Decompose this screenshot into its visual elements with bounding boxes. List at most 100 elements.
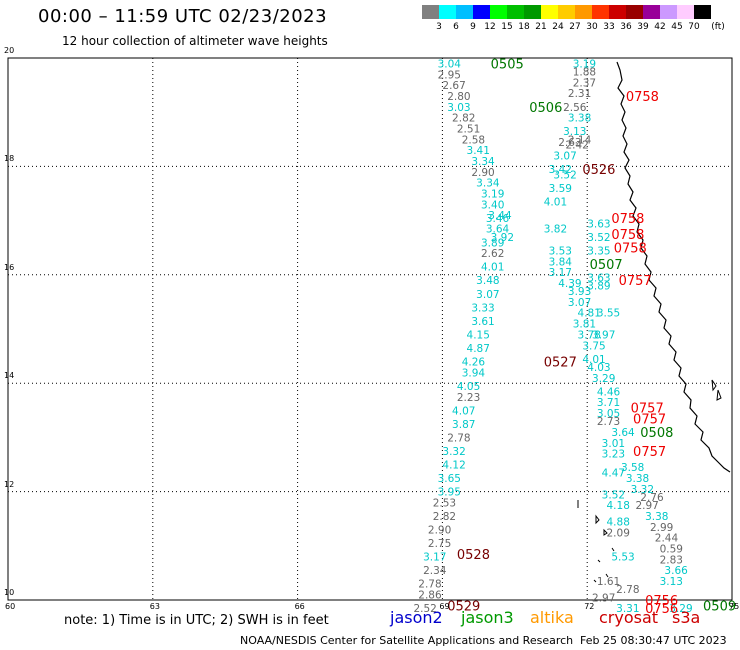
- colorbar-swatch: [524, 5, 541, 19]
- wave-height-value: 3.38: [568, 113, 591, 125]
- pass-time-labels: 0505050607580526075807580758050707570527…: [447, 57, 736, 617]
- wave-height-value: 3.13: [660, 576, 683, 588]
- longitude-tick-label: 60: [5, 602, 16, 611]
- wave-height-value: 3.84: [549, 256, 573, 268]
- wave-height-value: 2.23: [457, 392, 480, 404]
- map-grid: [8, 58, 732, 600]
- pass-time-label: 0528: [457, 548, 490, 563]
- wave-height-value: 2.31: [568, 88, 591, 100]
- wave-height-value: 3.38: [626, 473, 649, 485]
- legend-jason2: jason2: [390, 608, 443, 627]
- pass-time-label: 0756: [645, 594, 678, 609]
- wave-height-value: 3.31: [616, 603, 639, 615]
- wave-height-value: 3.48: [476, 275, 499, 287]
- wave-height-value: 2.78: [418, 579, 441, 591]
- colorbar-label: 3: [436, 22, 442, 32]
- colorbar-swatch: [473, 5, 490, 19]
- wave-height-value: 3.32: [631, 484, 654, 496]
- wave-height-value: 3.64: [611, 427, 635, 439]
- wave-height-value: 2.95: [438, 69, 461, 81]
- wave-height-value: 3.87: [452, 419, 475, 431]
- wave-height-value: 0.59: [660, 544, 683, 556]
- colorbar-label: 6: [453, 22, 459, 32]
- wave-height-value: 2.56: [563, 102, 587, 114]
- pass-time-label: 0529: [447, 599, 480, 614]
- colorbar-swatch: [558, 5, 575, 19]
- wave-height-value: 2.99: [650, 522, 673, 534]
- wave-height-value: 3.92: [491, 232, 514, 244]
- latitude-tick-label: 16: [4, 262, 15, 272]
- legend-s3a: s3a: [672, 608, 701, 627]
- colorbar-swatch: [592, 5, 609, 19]
- colorbar-label: 24: [552, 22, 564, 32]
- wave-height-value: 3.52: [553, 170, 576, 182]
- wave-height-value: 1.61: [597, 576, 620, 588]
- wave-height-value: 3.66: [664, 565, 688, 577]
- wave-height-value: 3.46: [486, 213, 510, 225]
- wave-height-value: 4.18: [607, 500, 630, 512]
- wave-height-value: 3.93: [568, 286, 591, 298]
- longitude-tick-label: 72: [584, 602, 595, 611]
- wave-height-value: 2.53: [433, 497, 456, 509]
- wave-height-value: 4.46: [597, 386, 621, 398]
- wave-height-value: 3.17: [423, 552, 446, 564]
- wave-height-value: 1.88: [573, 67, 596, 79]
- wave-height-value: 2.90: [471, 167, 494, 179]
- wave-height-value: 2.80: [447, 91, 470, 103]
- wave-height-value: 3.89: [587, 281, 610, 293]
- wave-height-value: 3.42: [549, 164, 572, 176]
- colorbar-swatch: [422, 5, 439, 19]
- wave-height-value: 3.65: [438, 473, 461, 485]
- wave-height-value: 3.52: [587, 232, 610, 244]
- wave-height-value: 3.33: [471, 302, 494, 314]
- latitude-tick-label: 18: [4, 154, 15, 164]
- wave-height-value: 2.34: [423, 565, 447, 577]
- colorbar-swatch: [575, 5, 592, 19]
- colorbar-swatch: [643, 5, 660, 19]
- wave-height-value: 3.78: [578, 329, 601, 341]
- wave-height-value: 3.40: [481, 199, 504, 211]
- longitude-tick-label: 69: [439, 602, 450, 611]
- colorbar-swatch: [609, 5, 626, 19]
- colorbar-swatch: [660, 5, 677, 19]
- wave-height-value: 3.29: [592, 373, 615, 385]
- wave-height-value: 3.95: [438, 487, 461, 499]
- colorbar-label: 33: [603, 22, 615, 32]
- wave-height-value: 2.82: [452, 113, 475, 125]
- wave-height-value: 3.75: [582, 340, 605, 352]
- wave-height-value: 4.39: [558, 278, 581, 290]
- wave-height-value: 3.52: [602, 489, 625, 501]
- pass-time-label: 0756: [645, 602, 678, 617]
- wave-height-value: 3.55: [597, 308, 620, 320]
- colorbar-label: 45: [671, 22, 683, 32]
- pass-time-label: 0757: [633, 445, 666, 460]
- wave-height-value: 3.07: [568, 297, 591, 309]
- wave-height-value: 2.97: [635, 500, 658, 512]
- wave-height-value: 4.81: [578, 308, 601, 320]
- wave-height-value: 2.44: [655, 533, 679, 545]
- wave-height-value: 2.62: [481, 248, 504, 260]
- wave-height-value: 3.53: [549, 245, 572, 257]
- pass-time-label: 0509: [703, 599, 736, 614]
- wave-height-value: 2.78: [447, 432, 470, 444]
- colorbar-swatch: [541, 5, 558, 19]
- colorbar-swatch: [456, 5, 473, 19]
- wave-height-value: 4.87: [467, 343, 490, 355]
- lakshadweep-islands: [577, 500, 615, 583]
- wave-height-value: 3.13: [563, 126, 586, 138]
- pass-time-label: 0507: [590, 258, 623, 273]
- wave-height-value: 3.64: [486, 224, 510, 236]
- wave-height-value: 2.76: [640, 492, 664, 504]
- longitude-tick-label: 66: [294, 602, 305, 611]
- wave-height-value: 4.47: [602, 468, 625, 480]
- wave-height-value: 2.09: [607, 527, 630, 539]
- wave-height-value: 4.01: [544, 197, 567, 209]
- colorbar-label: 30: [586, 22, 598, 32]
- wave-height-value: 2.58: [462, 134, 485, 146]
- wave-height-value: 4.05: [457, 381, 480, 393]
- wave-height-value: 3.34: [476, 178, 500, 190]
- colorbar-swatch: [694, 5, 711, 19]
- latitude-tick-label: 10: [4, 588, 15, 597]
- wave-height-value: 3.29: [669, 603, 692, 615]
